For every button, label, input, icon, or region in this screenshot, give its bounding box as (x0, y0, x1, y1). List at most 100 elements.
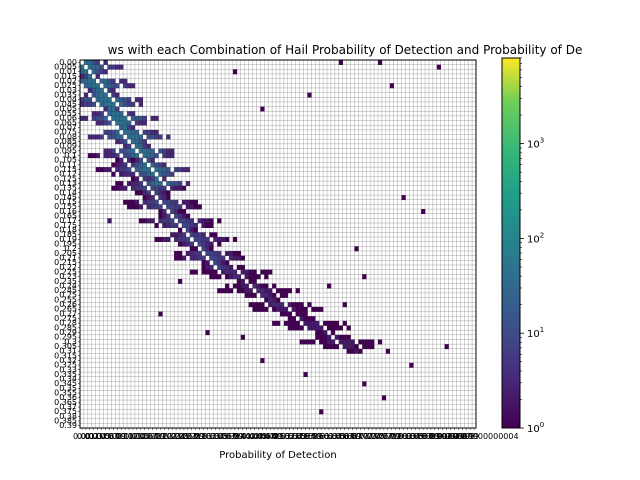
heatmap-cell (154, 167, 159, 173)
heatmap-cell (252, 278, 257, 284)
heatmap-cell (225, 283, 230, 289)
heatmap-cell (193, 237, 198, 242)
x-tick-label: 0.47 (257, 432, 275, 441)
heatmap-cell (91, 64, 96, 70)
heatmap-cell (252, 283, 257, 289)
heatmap-cell (123, 115, 128, 121)
heatmap-cell (174, 167, 179, 173)
heatmap-cell (283, 288, 289, 294)
heatmap-cell (158, 162, 163, 168)
x-tick-label: 0.39 (226, 432, 244, 441)
heatmap-cell (276, 306, 281, 312)
heatmap-cell (370, 344, 375, 350)
x-tick-label: 0.36 (214, 432, 232, 441)
heatmap-cell (260, 283, 265, 289)
heatmap-cell (287, 302, 293, 308)
heatmap-cell (264, 283, 269, 289)
heatmap-cell (358, 348, 363, 354)
heatmap-cell (146, 167, 151, 173)
heatmap-cell (197, 255, 202, 261)
heatmap-cell (91, 111, 96, 117)
heatmap-cell (178, 204, 183, 210)
heatmap-cell (142, 148, 147, 154)
heatmap-cell (154, 199, 159, 205)
heatmap-cell (91, 78, 96, 84)
heatmap-cell (123, 139, 128, 145)
x-tick-label: 0.77 (375, 432, 393, 441)
heatmap-cell (209, 264, 214, 270)
heatmap-cell (225, 288, 230, 294)
heatmap-cell (283, 292, 289, 298)
heatmap-cell (103, 106, 108, 112)
heatmap-cell (142, 195, 147, 201)
heatmap-cell (138, 101, 144, 107)
heatmap-cell (287, 316, 293, 322)
x-tick-label: 0.16 (136, 432, 154, 441)
heatmap-cell (127, 134, 132, 140)
heatmap-cell (256, 306, 261, 312)
x-tick-label: 0.7 (350, 432, 363, 441)
heatmap-cell (123, 162, 128, 168)
heatmap-cell (80, 115, 85, 121)
heatmap-cell (138, 157, 144, 163)
heatmap-cell (134, 162, 140, 168)
heatmap-cell (377, 60, 383, 65)
x-tick-label: 0.04 (89, 432, 107, 441)
heatmap-cell (142, 120, 147, 126)
y-tick-label: 0.355 (54, 389, 77, 398)
x-tick-label: 0.25 (171, 432, 189, 441)
x-tick-label: 0.93 (438, 432, 456, 441)
x-tick-label: 0.92 (434, 432, 452, 441)
heatmap-cell (154, 129, 159, 135)
heatmap-cell (178, 278, 183, 284)
y-tick-label: 0.31 (59, 347, 77, 356)
heatmap-cell (287, 325, 293, 331)
heatmap-cell (295, 288, 300, 294)
heatmap-cell (205, 218, 210, 224)
y-tick-label: 0.03 (59, 86, 77, 95)
y-tick-label: 0.225 (54, 267, 77, 276)
heatmap-cell (130, 171, 136, 177)
y-tick-label: 0.135 (54, 184, 77, 193)
heatmap-cell (158, 311, 163, 317)
heatmap-cell (87, 73, 93, 79)
x-tick-label: 0.81 (391, 432, 409, 441)
heatmap-cell (127, 157, 132, 163)
heatmap-cell (123, 199, 128, 205)
heatmap-cell (279, 306, 285, 312)
x-tick-label: 0.96 (449, 432, 467, 441)
x-tick-label: 0.34 (206, 432, 224, 441)
heatmap-cell (225, 269, 230, 275)
heatmap-cell (87, 153, 93, 159)
heatmap-cell (221, 269, 226, 275)
x-tick-label: 0.6 (311, 432, 324, 441)
heatmap-cell (189, 241, 195, 247)
x-tick-label: 0.02 (81, 432, 99, 441)
heatmap-cell (315, 334, 320, 340)
heatmap-cell (107, 134, 112, 140)
x-tick-label: 0.13 (124, 432, 142, 441)
heatmap-cell (221, 237, 226, 242)
heatmap-cell (228, 269, 234, 275)
heatmap-cell (185, 227, 191, 233)
heatmap-cell (268, 288, 273, 294)
x-tick-label: 0.35 (210, 432, 228, 441)
heatmap-cell (127, 143, 132, 149)
heatmap-cell (291, 306, 296, 312)
y-tick-label: 0.095 (54, 146, 77, 155)
y-tick-label: 0.015 (54, 72, 77, 81)
heatmap-cell (193, 204, 198, 210)
heatmap-cell (319, 330, 324, 336)
y-tick-label: 0.26 (59, 300, 77, 309)
heatmap-cell (99, 87, 104, 93)
heatmap-cell (209, 250, 214, 256)
heatmap-cell (123, 143, 128, 149)
y-tick-label: 0.055 (54, 109, 77, 118)
heatmap-cell (107, 148, 112, 154)
y-tick-label: 0.045 (54, 100, 77, 109)
heatmap-cell (83, 60, 89, 65)
plot-background (80, 60, 476, 428)
heatmap-cell (111, 129, 116, 135)
heatmap-cell (189, 232, 195, 238)
heatmap-cell (221, 255, 226, 261)
